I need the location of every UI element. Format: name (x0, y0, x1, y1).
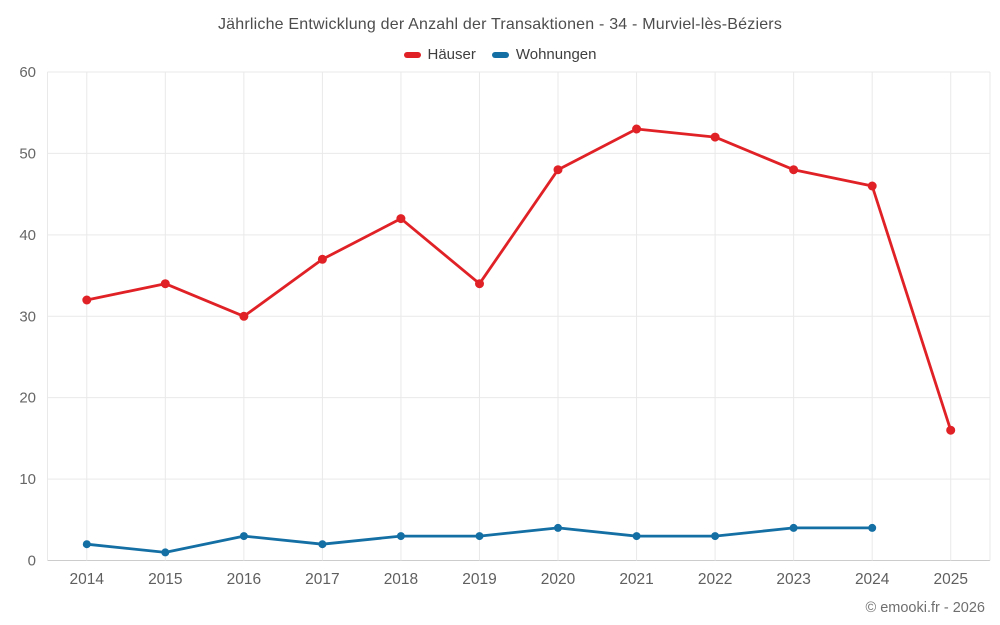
data-point-haeuser (867, 181, 877, 191)
y-tick-label: 10 (19, 471, 36, 488)
y-tick-label: 0 (28, 553, 36, 570)
data-point-haeuser (317, 254, 327, 264)
x-tick-label: 2025 (933, 571, 967, 588)
data-point-wohnungen (789, 523, 798, 532)
data-point-haeuser (239, 311, 249, 321)
x-tick-label: 2017 (305, 571, 339, 588)
copyright-credit: © emooki.fr - 2026 (865, 600, 985, 616)
legend-item-haeuser[interactable]: Häuser (403, 46, 476, 63)
x-tick-label: 2020 (541, 571, 576, 588)
x-tick-label: 2018 (384, 571, 418, 588)
data-point-haeuser (946, 425, 956, 435)
chart-legend: Häuser Wohnungen (0, 46, 1000, 63)
data-point-wohnungen (318, 540, 327, 549)
wohnungen-swatch-icon (491, 51, 509, 58)
data-point-wohnungen (82, 540, 91, 549)
data-point-haeuser (475, 279, 484, 289)
x-tick-label: 2023 (776, 571, 810, 588)
data-point-wohnungen (554, 523, 562, 532)
data-point-wohnungen (239, 532, 248, 541)
data-point-wohnungen (161, 548, 170, 557)
data-point-wohnungen (711, 532, 720, 541)
legend-label-wohnungen: Wohnungen (515, 46, 597, 63)
data-point-wohnungen (396, 532, 405, 541)
y-tick-label: 60 (19, 64, 36, 81)
x-tick-label: 2014 (70, 571, 105, 588)
data-point-haeuser (553, 165, 563, 175)
y-tick-label: 20 (19, 390, 36, 407)
data-point-wohnungen (475, 532, 484, 541)
data-point-haeuser (160, 279, 170, 289)
data-point-haeuser (710, 132, 720, 142)
y-tick-label: 50 (19, 145, 36, 162)
haeuser-swatch-icon (403, 51, 421, 58)
x-tick-label: 2016 (227, 571, 261, 588)
chart-title: Jährliche Entwicklung der Anzahl der Tra… (217, 16, 783, 33)
x-tick-label: 2019 (462, 571, 496, 588)
data-point-wohnungen (868, 523, 877, 532)
data-point-haeuser (82, 295, 92, 305)
x-tick-label: 2021 (619, 571, 653, 588)
data-point-wohnungen (632, 532, 641, 541)
y-tick-label: 30 (19, 308, 36, 325)
data-point-haeuser (789, 165, 799, 175)
x-tick-label: 2022 (698, 571, 732, 588)
data-point-haeuser (632, 124, 642, 134)
y-tick-label: 40 (19, 227, 36, 244)
data-point-haeuser (396, 214, 406, 224)
x-tick-label: 2024 (855, 571, 890, 588)
series-line-haeuser (85, 127, 953, 432)
legend-item-wohnungen[interactable]: Wohnungen (491, 46, 597, 63)
legend-label-haeuser: Häuser (427, 46, 476, 63)
x-tick-label: 2015 (148, 571, 182, 588)
